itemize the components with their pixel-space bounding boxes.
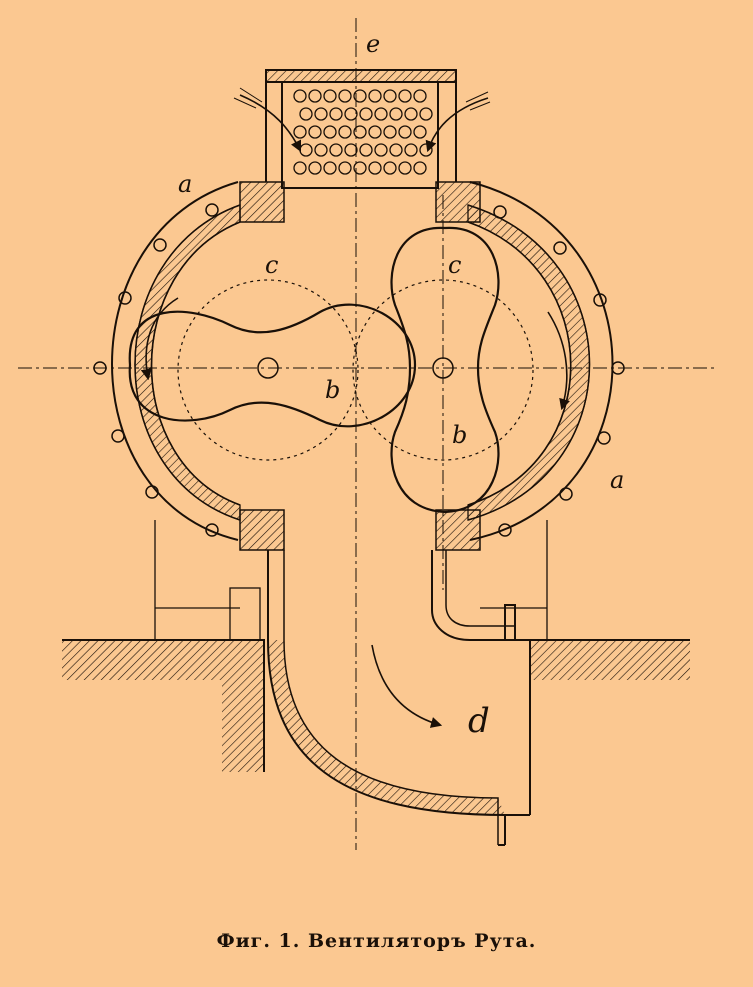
screen-hole bbox=[368, 125, 382, 139]
shaft-right bbox=[432, 357, 454, 379]
screen-hole bbox=[314, 107, 328, 121]
pitch-circles bbox=[177, 279, 534, 461]
screen-hole bbox=[344, 143, 358, 157]
screen-hole bbox=[398, 161, 412, 175]
screen-hole bbox=[419, 107, 433, 121]
figure-caption: Фиг. 1. Вентиляторъ Рута. bbox=[216, 930, 537, 952]
center-lines bbox=[18, 18, 716, 850]
screen-hole bbox=[359, 143, 373, 157]
shaft-left bbox=[257, 357, 279, 379]
screen-hole bbox=[323, 89, 337, 103]
screen-hole bbox=[338, 125, 352, 139]
screen-hole bbox=[383, 89, 397, 103]
outlet-duct bbox=[267, 550, 531, 846]
screen-hole bbox=[308, 161, 322, 175]
screen-hole bbox=[389, 143, 403, 157]
screen-hole bbox=[314, 143, 328, 157]
foundation-right bbox=[530, 639, 690, 680]
inlet-arrows bbox=[233, 87, 491, 153]
screen-hole bbox=[293, 125, 307, 139]
label-b-left: b bbox=[325, 376, 340, 404]
casing-wall bbox=[134, 181, 591, 551]
label-e: e bbox=[366, 30, 380, 58]
rotation-arrow-right bbox=[547, 311, 570, 411]
support-stand bbox=[154, 520, 548, 641]
screen-hole bbox=[413, 125, 427, 139]
screen-hole bbox=[353, 125, 367, 139]
inlet-box bbox=[265, 69, 457, 189]
screen-hole bbox=[389, 107, 403, 121]
screen-hole bbox=[323, 125, 337, 139]
screen-hole bbox=[404, 143, 418, 157]
impeller-right bbox=[390, 226, 500, 514]
screen-hole bbox=[308, 89, 322, 103]
screen-hole bbox=[368, 89, 382, 103]
screen-hole bbox=[398, 89, 412, 103]
screen-hole bbox=[293, 161, 307, 175]
screen-hole bbox=[299, 143, 313, 157]
label-a-right: a bbox=[610, 466, 624, 494]
screen-hole bbox=[383, 125, 397, 139]
screen-hole bbox=[353, 161, 367, 175]
rotation-arrow-left bbox=[140, 297, 179, 381]
screen-hole bbox=[368, 161, 382, 175]
label-a-top: a bbox=[178, 170, 192, 198]
screen-hole bbox=[329, 143, 343, 157]
screen-hole bbox=[338, 89, 352, 103]
outlet-arrow bbox=[371, 644, 443, 728]
label-c-left: c bbox=[265, 251, 278, 279]
label-b-right: b bbox=[452, 421, 467, 449]
screen-hole bbox=[308, 125, 322, 139]
screen-hole bbox=[323, 161, 337, 175]
screen-hole bbox=[344, 107, 358, 121]
screen-hole bbox=[383, 161, 397, 175]
screen-hole bbox=[299, 107, 313, 121]
inlet-screen bbox=[293, 89, 433, 175]
screen-hole bbox=[338, 161, 352, 175]
screen-hole bbox=[374, 107, 388, 121]
screen-hole bbox=[413, 89, 427, 103]
screen-hole bbox=[404, 107, 418, 121]
screen-hole bbox=[329, 107, 343, 121]
screen-hole bbox=[359, 107, 373, 121]
screen-hole bbox=[413, 161, 427, 175]
label-c-right: c bbox=[448, 251, 461, 279]
impeller-left bbox=[128, 303, 417, 428]
screen-hole bbox=[293, 89, 307, 103]
label-d: d bbox=[468, 701, 490, 741]
screen-hole bbox=[374, 143, 388, 157]
screen-hole bbox=[398, 125, 412, 139]
foundation-left bbox=[62, 639, 265, 772]
screen-hole bbox=[353, 89, 367, 103]
